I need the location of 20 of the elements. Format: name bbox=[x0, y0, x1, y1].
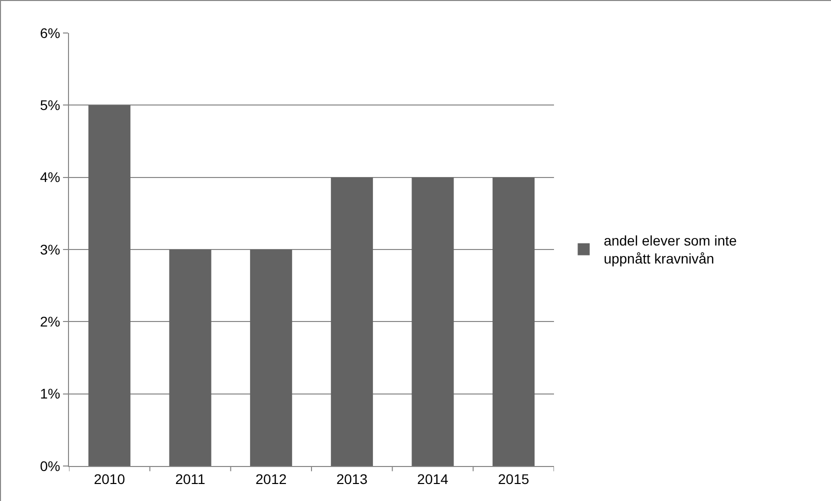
y-tick-label: 3% bbox=[40, 241, 60, 258]
x-tick-label: 2010 bbox=[94, 470, 126, 487]
bar bbox=[492, 177, 535, 466]
y-tick-label: 6% bbox=[40, 24, 60, 41]
y-tick-label: 5% bbox=[40, 97, 60, 114]
y-tick-label: 2% bbox=[40, 314, 60, 330]
bar bbox=[88, 105, 130, 466]
bar bbox=[169, 250, 212, 466]
x-tick-label: 2011 bbox=[175, 470, 206, 487]
x-tick-label: 2013 bbox=[336, 470, 368, 487]
bar bbox=[330, 177, 373, 466]
legend-label: andel elever som inte uppnått kravnivån bbox=[604, 232, 737, 267]
y-tick-label: 0% bbox=[40, 458, 60, 474]
x-tick-label: 2014 bbox=[417, 470, 449, 487]
x-tick-label: 2012 bbox=[256, 470, 287, 487]
x-tick-label: 2015 bbox=[498, 470, 530, 487]
y-tick-label: 4% bbox=[40, 169, 60, 186]
y-tick-label: 1% bbox=[40, 386, 60, 402]
bar bbox=[250, 250, 292, 466]
bar bbox=[412, 177, 454, 466]
